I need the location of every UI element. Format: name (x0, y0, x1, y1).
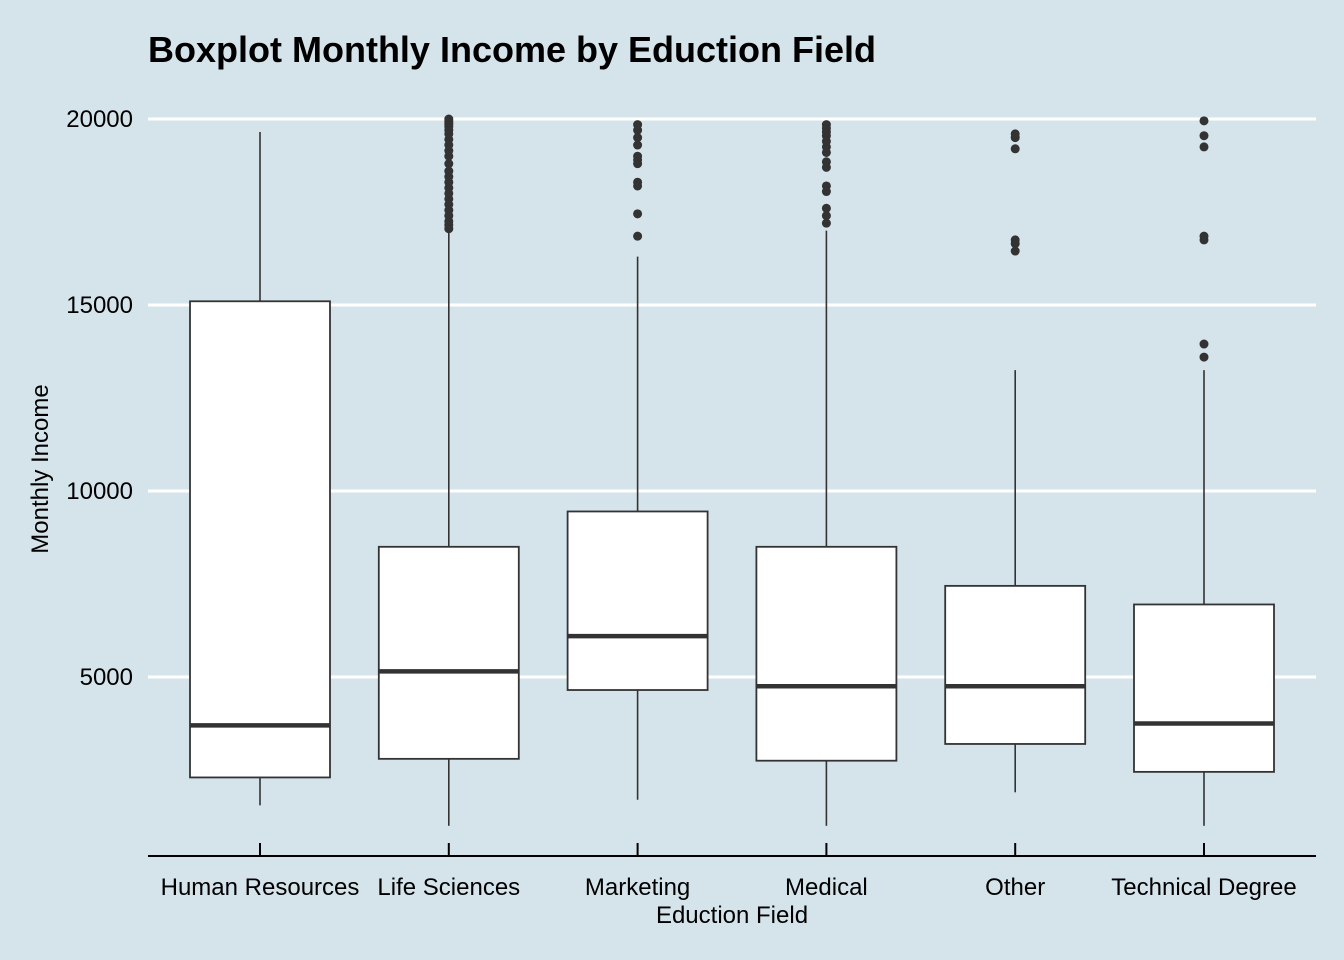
x-axis-label: Eduction Field (656, 902, 808, 929)
outlier-point (821, 211, 831, 221)
x-tick-label-life-sciences: Life Sciences (377, 874, 520, 901)
chart-title: Boxplot Monthly Income by Eduction Field (148, 29, 876, 70)
outlier-point (1010, 246, 1020, 256)
outlier-point (633, 120, 643, 130)
box-other (944, 129, 1087, 793)
outlier-point (1010, 235, 1020, 245)
x-tick-label-other: Other (985, 874, 1045, 901)
outlier-point (1010, 144, 1020, 154)
outlier-point (1199, 116, 1209, 126)
outlier-point (633, 140, 643, 150)
outlier-point (821, 157, 831, 167)
grid-lines (148, 117, 1316, 679)
outlier-point (633, 209, 643, 219)
box-life-sciences (377, 114, 520, 826)
outlier-point (444, 159, 454, 169)
outlier-point (1199, 131, 1209, 141)
x-tick-label-human-resources: Human Resources (161, 874, 360, 901)
iqr-box (189, 300, 331, 779)
box-technical-degree (1133, 116, 1275, 826)
outlier-point (821, 218, 831, 228)
x-axis-ticks: Human Resources Life Sciences Marketing Med… (161, 843, 1297, 901)
outlier-point (1199, 231, 1209, 241)
outlier-point (633, 177, 643, 187)
box-series (189, 114, 1275, 826)
y-tick-label-15000: 15000 (66, 292, 133, 319)
iqr-box (944, 584, 1087, 745)
outlier-point (1199, 352, 1209, 362)
y-axis-label: Monthly Income (27, 384, 54, 553)
iqr-box (755, 545, 898, 762)
y-tick-label-20000: 20000 (66, 106, 133, 133)
outlier-point (444, 114, 454, 124)
x-tick-label-technical-degree: Technical Degree (1111, 874, 1296, 901)
outlier-point (444, 166, 454, 176)
iqr-box (566, 510, 709, 691)
iqr-box (1133, 603, 1275, 773)
box-marketing (566, 120, 709, 800)
outlier-point (633, 151, 643, 161)
outlier-point (633, 133, 643, 143)
y-tick-label-5000: 5000 (80, 664, 133, 691)
outlier-point (1010, 129, 1020, 139)
outlier-point (821, 181, 831, 191)
x-tick-label-marketing: Marketing (585, 874, 690, 901)
y-tick-label-10000: 10000 (66, 478, 133, 505)
outlier-point (1199, 142, 1209, 152)
outlier-point (821, 203, 831, 213)
outlier-point (1199, 339, 1209, 349)
y-axis-ticks: 5000 10000 15000 20000 (66, 106, 133, 691)
x-tick-label-medical: Medical (785, 874, 868, 901)
outlier-point (633, 231, 643, 241)
iqr-box (377, 545, 520, 760)
box-human-resources (189, 132, 331, 806)
outlier-point (821, 120, 831, 130)
box-medical (755, 120, 898, 826)
